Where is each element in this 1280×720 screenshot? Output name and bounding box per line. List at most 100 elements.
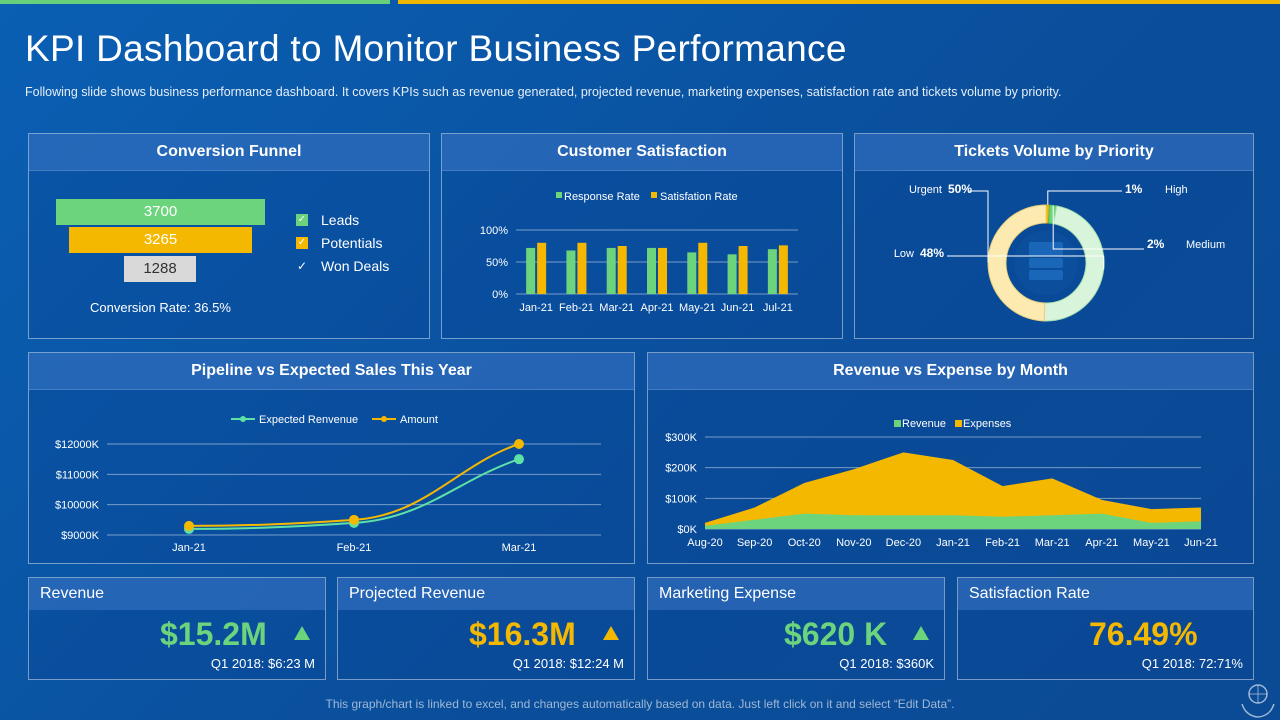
bar-satisfation-rate — [617, 246, 627, 294]
x-tick-label: Mar-21 — [502, 542, 537, 554]
ticket-stack-icon — [1029, 270, 1063, 280]
legend-leads: ✓ Leads — [296, 212, 359, 228]
y-tick-label: 100% — [480, 225, 508, 237]
y-tick-label: $9000K — [61, 530, 100, 542]
y-tick-label: 50% — [486, 257, 508, 269]
legend-marker-amount — [381, 416, 387, 422]
leader-line-high — [1047, 190, 1122, 206]
x-tick-label: May-21 — [1133, 537, 1170, 549]
tickets-volume-title: Tickets Volume by Priority — [855, 134, 1253, 171]
page-subtitle: Following slide shows business performan… — [25, 85, 1062, 99]
x-tick-label: Oct-20 — [788, 537, 821, 549]
funnel-bar-won-deals: 1288 — [124, 256, 196, 282]
legend-swatch-revenue — [894, 420, 901, 427]
kpi-card-projected-revenue: Projected Revenue $16.3M Q1 2018: $12:24… — [337, 577, 635, 680]
page-title: KPI Dashboard to Monitor Business Perfor… — [25, 28, 847, 69]
x-tick-label: Mar-21 — [599, 302, 634, 314]
point-amount — [514, 439, 524, 449]
kpi-label: Projected Revenue — [338, 578, 634, 610]
y-tick-label: $200K — [665, 463, 697, 475]
x-tick-label: Feb-21 — [559, 302, 594, 314]
x-tick-label: Apr-21 — [640, 302, 673, 314]
slice-value-high: 1% — [1125, 182, 1143, 196]
check-icon: ✓ — [296, 259, 308, 273]
x-tick-label: Apr-21 — [1085, 537, 1118, 549]
kpi-card-revenue: Revenue $15.2M Q1 2018: $6:23 M — [28, 577, 326, 680]
slice-label-medium: Medium — [1186, 239, 1225, 251]
funnel-bar-leads: 3700 — [56, 199, 265, 225]
slice-value-low: 48% — [920, 246, 944, 260]
legend-won-deals: ✓ Won Deals — [296, 258, 389, 274]
slice-label-low: Low — [894, 248, 914, 260]
bar-response-rate — [606, 247, 616, 294]
kpi-label: Marketing Expense — [648, 578, 944, 610]
bar-response-rate — [727, 254, 737, 294]
kpi-card-satisfaction-rate: Satisfaction Rate 76.49% Q1 2018: 72:71% — [957, 577, 1254, 680]
legend-label-expected-renvenue: Expected Renvenue — [259, 414, 358, 426]
x-tick-label: Dec-20 — [886, 537, 921, 549]
x-tick-label: Jan-21 — [936, 537, 970, 549]
ticket-stack-icon — [1029, 242, 1063, 256]
pipeline-panel: Pipeline vs Expected Sales This Year Exp… — [28, 352, 635, 564]
ticket-stack-icon — [1029, 258, 1063, 268]
revenue-expense-chart: Revenue Expenses $0K $100K $200K $300K Aug-20 S… — [665, 418, 1218, 549]
y-tick-label: $11000K — [56, 469, 100, 481]
bar-response-rate — [566, 250, 576, 294]
revenue-expense-title: Revenue vs Expense by Month — [648, 353, 1253, 390]
legend-swatch-expenses — [955, 420, 962, 427]
legend-potentials: ✓ Potentials — [296, 235, 382, 251]
pipeline-title: Pipeline vs Expected Sales This Year — [29, 353, 634, 390]
kpi-label: Revenue — [29, 578, 325, 610]
kpi-comparison: Q1 2018: $12:24 M — [512, 656, 624, 671]
tickets-volume-chart: 50% Urgent 1% High 2% Medium 48% Low — [894, 182, 1225, 322]
y-tick-label: 0% — [492, 289, 508, 301]
kpi-comparison: Q1 2018: 72:71% — [1141, 656, 1243, 671]
legend-marker-expected-renvenue — [240, 416, 246, 422]
legend-won-deals-label: Won Deals — [321, 258, 390, 274]
x-tick-label: Jan-21 — [519, 302, 553, 314]
customer-satisfaction-chart: Response Rate Satisfation Rate 0% 50% 100% Ja… — [480, 191, 798, 314]
slice-value-urgent: 50% — [948, 182, 972, 196]
top-accent-yellow — [398, 0, 1280, 4]
x-tick-label: May-21 — [679, 302, 716, 314]
revenue-expense-panel: Revenue vs Expense by Month Revenue Expen… — [647, 352, 1254, 564]
slice-value-medium: 2% — [1147, 237, 1165, 251]
x-tick-label: Jan-21 — [172, 542, 206, 554]
slice-label-high: High — [1165, 184, 1188, 196]
legend-potentials-label: Potentials — [321, 235, 383, 251]
kpi-card-marketing-expense: Marketing Expense $620 K Q1 2018: $360K — [647, 577, 945, 680]
check-icon: ✓ — [296, 237, 308, 249]
footer-note: This graph/chart is linked to excel, and… — [325, 697, 955, 711]
donut-slice-low — [1043, 205, 1105, 322]
leader-line-low — [947, 255, 1105, 270]
x-tick-label: Nov-20 — [836, 537, 871, 549]
bar-satisfation-rate — [778, 245, 788, 294]
trend-up-icon — [603, 626, 619, 640]
legend-label-expenses: Expenses — [963, 418, 1012, 430]
x-tick-label: Jul-21 — [763, 302, 793, 314]
check-icon: ✓ — [296, 214, 308, 226]
legend-leads-label: Leads — [321, 212, 360, 228]
funnel-bar-potentials: 3265 — [69, 227, 252, 253]
x-tick-label: Feb-21 — [985, 537, 1020, 549]
kpi-value: 76.49% — [1089, 616, 1198, 652]
x-tick-label: Mar-21 — [1035, 537, 1070, 549]
top-accent-green — [0, 0, 390, 4]
donut-slice-urgent — [987, 204, 1047, 322]
brand-hands-icon — [1241, 684, 1275, 718]
bar-response-rate — [687, 252, 697, 294]
conversion-funnel-title: Conversion Funnel — [29, 134, 429, 171]
bar-response-rate — [767, 249, 777, 294]
kpi-value: $16.3M — [469, 616, 576, 652]
kpi-value: $620 K — [784, 616, 888, 652]
area-revenue — [705, 513, 1201, 529]
legend-swatch-response-rate — [556, 192, 562, 198]
bar-satisfation-rate — [577, 242, 587, 294]
leader-line-medium — [1052, 205, 1144, 250]
y-tick-label: $100K — [665, 493, 697, 505]
line-amount — [188, 443, 520, 527]
trend-up-icon — [294, 626, 310, 640]
y-tick-label: $12000K — [55, 439, 100, 451]
legend-label-amount: Amount — [400, 414, 438, 426]
bar-satisfation-rate — [537, 242, 547, 294]
